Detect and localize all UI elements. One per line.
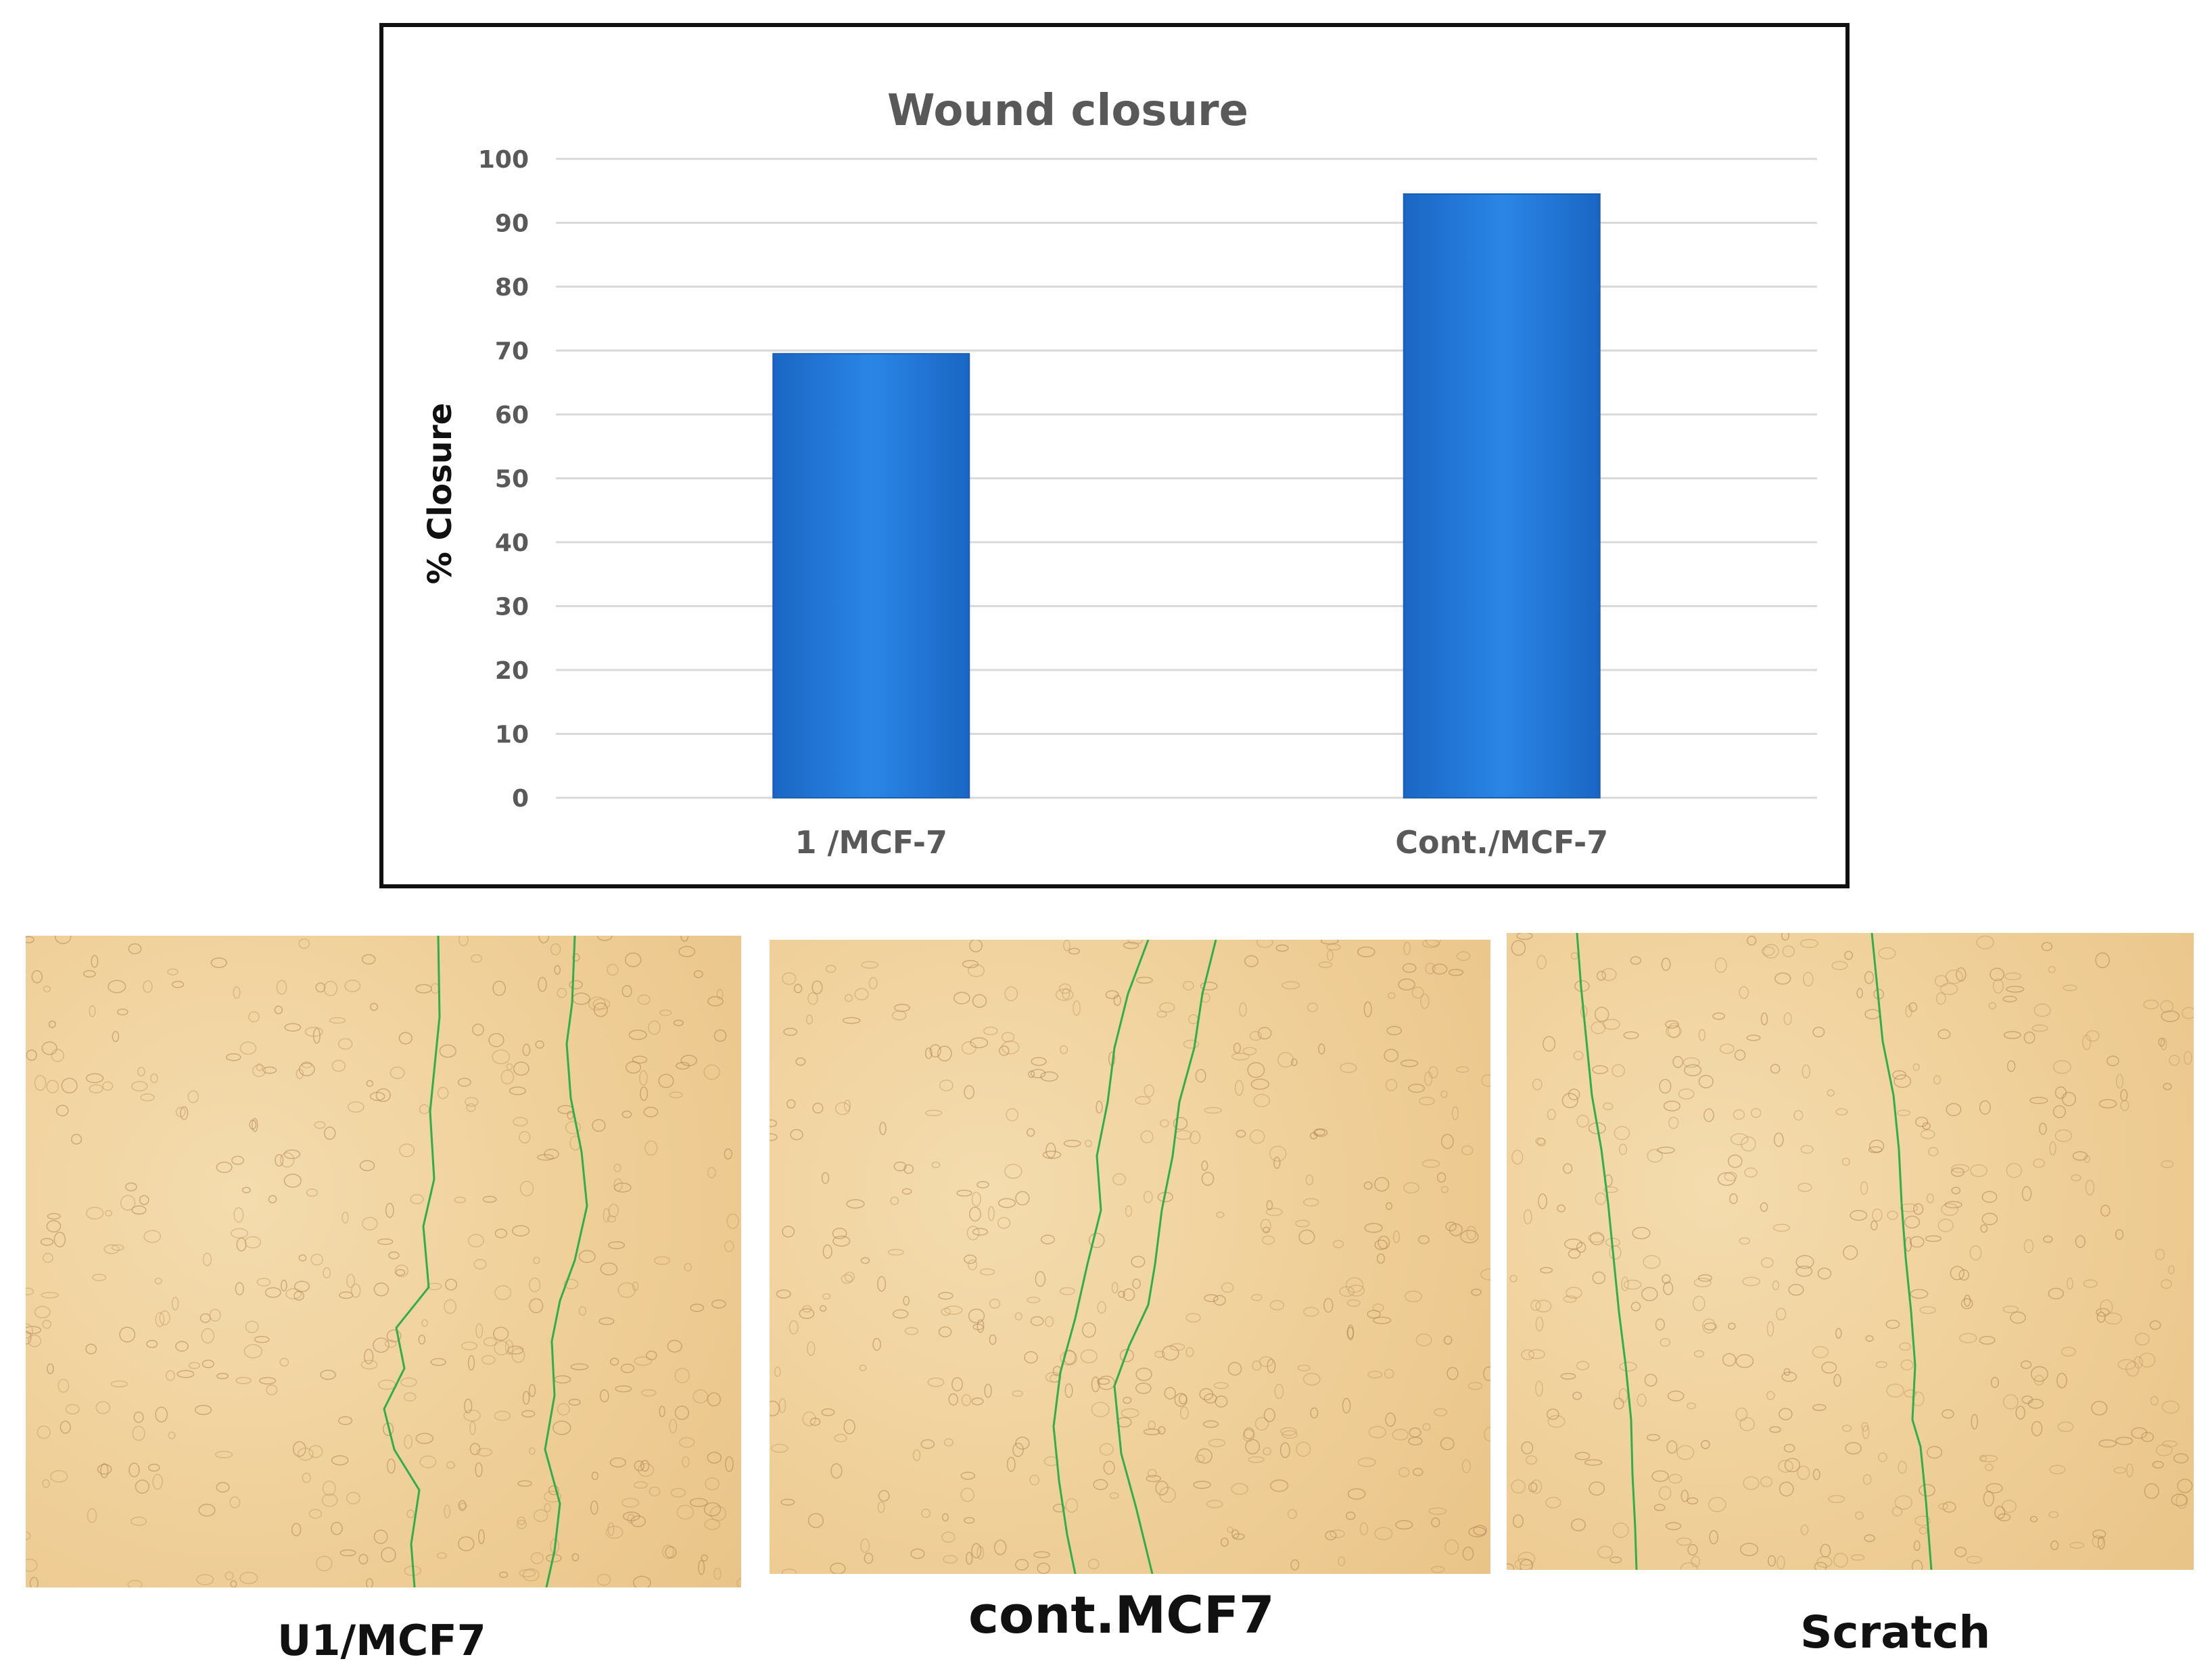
chart-title: Wound closure — [887, 86, 1248, 136]
y-tick-label: 20 — [495, 657, 529, 685]
y-tick-label: 0 — [512, 785, 529, 813]
y-tick-label: 90 — [495, 210, 529, 238]
x-category-label: 1 /MCF-7 — [795, 824, 947, 861]
y-tick-label: 60 — [495, 402, 529, 429]
cell-texture — [1507, 933, 2194, 1570]
microscopy-panel-u1-mcf7 — [26, 936, 741, 1587]
wound-edge-lines — [770, 940, 1490, 1574]
y-tick-label: 10 — [495, 721, 529, 749]
wound-edge-lines — [1507, 933, 2194, 1570]
y-tick-label: 40 — [495, 529, 529, 557]
panel-label-u1-mcf7: U1/MCF7 — [277, 1616, 486, 1665]
bar — [772, 353, 970, 799]
cell-texture — [26, 936, 741, 1587]
y-axis-title: % Closure — [421, 403, 459, 584]
panel-label-scratch: Scratch — [1800, 1606, 1991, 1658]
y-tick-label: 70 — [495, 338, 529, 366]
bar-chart: Wound closure % Closure 0 10 20 30 40 50 60 70 8… — [421, 86, 1817, 861]
y-tick-label: 30 — [495, 594, 529, 621]
cell-texture — [770, 940, 1490, 1574]
bar — [1403, 193, 1601, 799]
x-category-label: Cont./MCF-7 — [1395, 824, 1608, 861]
wound-edge-lines — [26, 936, 741, 1587]
y-tick-label: 100 — [478, 146, 529, 174]
y-tick-label: 80 — [495, 274, 529, 302]
y-tick-label: 50 — [495, 466, 529, 494]
bars — [772, 193, 1601, 799]
gridlines — [556, 158, 1817, 799]
y-axis-ticks: 0 10 20 30 40 50 60 70 80 90 100 — [478, 146, 529, 813]
chart-frame: Wound closure % Closure 0 10 20 30 40 50 60 70 8… — [379, 23, 1850, 888]
panel-label-cont-mcf7: cont.MCF7 — [968, 1585, 1275, 1645]
microscopy-panel-scratch — [1507, 933, 2194, 1570]
x-axis-categories: 1 /MCF-7 Cont./MCF-7 — [795, 824, 1609, 861]
microscopy-panel-cont-mcf7 — [770, 940, 1490, 1574]
